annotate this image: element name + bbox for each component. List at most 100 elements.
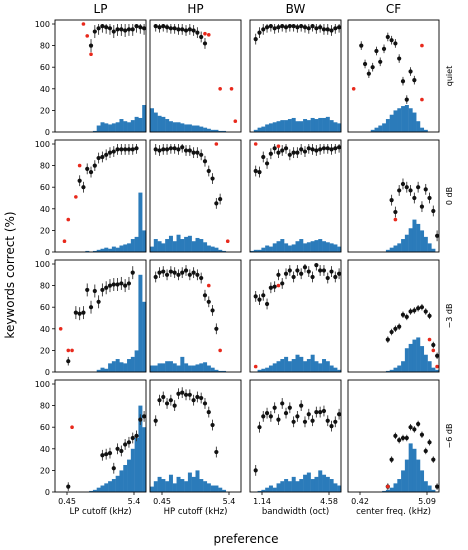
score-point — [123, 283, 128, 288]
score-point — [187, 148, 192, 153]
histogram-bar — [142, 230, 147, 252]
histogram-bar — [265, 367, 270, 372]
histogram-bar — [420, 230, 425, 252]
score-point — [199, 152, 204, 157]
x-tick-label: 1.14 — [253, 497, 271, 506]
histogram-bar — [291, 244, 296, 252]
histogram-bar — [416, 121, 421, 132]
score-point — [333, 26, 338, 31]
reference-point — [218, 87, 222, 91]
histogram-bar — [272, 363, 277, 372]
score-point — [73, 310, 78, 315]
histogram-bar — [295, 241, 300, 252]
score-point — [280, 24, 285, 29]
histogram-bar — [168, 121, 173, 132]
histogram-bar — [427, 485, 432, 492]
score-point — [157, 270, 162, 275]
score-point — [100, 154, 105, 160]
score-point — [261, 414, 266, 419]
score-point — [314, 409, 319, 415]
score-point — [423, 309, 428, 314]
score-point — [206, 409, 211, 415]
reference-point — [203, 31, 207, 36]
reference-point — [214, 142, 219, 146]
score-point — [389, 457, 394, 462]
histogram-bar — [276, 361, 281, 372]
y-tick-label: 20 — [40, 226, 50, 235]
histogram-bar — [195, 364, 200, 372]
histogram-bar — [138, 117, 143, 132]
score-point — [187, 392, 192, 397]
histogram-bar — [161, 479, 166, 492]
panel-cf-3 — [347, 379, 440, 493]
panel-hp-1 — [149, 139, 242, 253]
score-point — [119, 448, 124, 454]
score-point — [210, 422, 215, 428]
score-point — [276, 25, 281, 30]
y-tick-label: 100 — [35, 260, 50, 269]
score-point — [191, 270, 196, 275]
y-tick-label: 60 — [40, 303, 50, 312]
histogram-bar — [382, 490, 387, 492]
x-tick-label: 4.58 — [320, 497, 338, 506]
score-point — [287, 405, 292, 410]
score-point — [280, 281, 285, 286]
histogram-bar — [180, 239, 185, 252]
histogram-bar — [268, 123, 273, 132]
histogram-bar — [299, 121, 304, 132]
histogram-bar — [337, 123, 342, 132]
histogram-bar — [187, 124, 192, 132]
histogram-bar — [218, 249, 223, 252]
y-tick-label: 20 — [40, 346, 50, 355]
score-point — [337, 25, 342, 30]
histogram-bar — [96, 369, 101, 372]
score-point — [416, 185, 421, 190]
score-point — [321, 408, 327, 414]
y-tick-label: 80 — [40, 282, 50, 291]
histogram-bar — [222, 250, 227, 252]
score-point — [299, 24, 304, 29]
score-point — [408, 188, 413, 193]
histogram-bar — [329, 479, 334, 492]
score-point — [119, 147, 124, 152]
score-point — [100, 287, 105, 293]
score-point — [397, 438, 402, 443]
histogram-bar — [333, 367, 338, 372]
reference-point — [85, 34, 90, 38]
score-point — [257, 169, 262, 175]
histogram-bar — [299, 356, 304, 372]
panel-background — [150, 260, 241, 372]
score-point — [164, 272, 170, 277]
reference-point — [66, 217, 71, 222]
score-point — [153, 147, 158, 152]
histogram-bar — [218, 370, 223, 372]
score-point — [199, 395, 204, 401]
histogram-bar — [325, 116, 330, 132]
histogram-bar — [168, 361, 173, 372]
histogram-bar — [214, 247, 219, 252]
histogram-bar — [303, 243, 308, 252]
histogram-bar — [187, 235, 192, 252]
score-point — [104, 452, 109, 457]
reference-point — [435, 364, 439, 369]
score-point — [100, 24, 105, 29]
row-labels: quiet 0 dB −3 dB −6 dB — [445, 66, 454, 449]
histogram-bar — [337, 369, 342, 372]
score-point — [276, 417, 281, 422]
histogram-bar — [314, 361, 319, 372]
histogram-bar — [404, 105, 409, 132]
score-point — [272, 284, 277, 289]
score-point — [419, 204, 425, 209]
score-point — [115, 282, 120, 287]
score-point — [161, 394, 166, 400]
score-point — [333, 146, 338, 151]
histogram-bar — [92, 250, 97, 252]
histogram-bar — [130, 448, 135, 492]
panel-frame — [149, 139, 242, 253]
score-point — [370, 65, 375, 70]
histogram-bar — [92, 489, 97, 492]
score-point — [176, 147, 181, 152]
x-tick-label: 0.45 — [58, 497, 76, 506]
histogram-bar — [157, 115, 162, 132]
y-tick-label: 0 — [45, 368, 50, 377]
